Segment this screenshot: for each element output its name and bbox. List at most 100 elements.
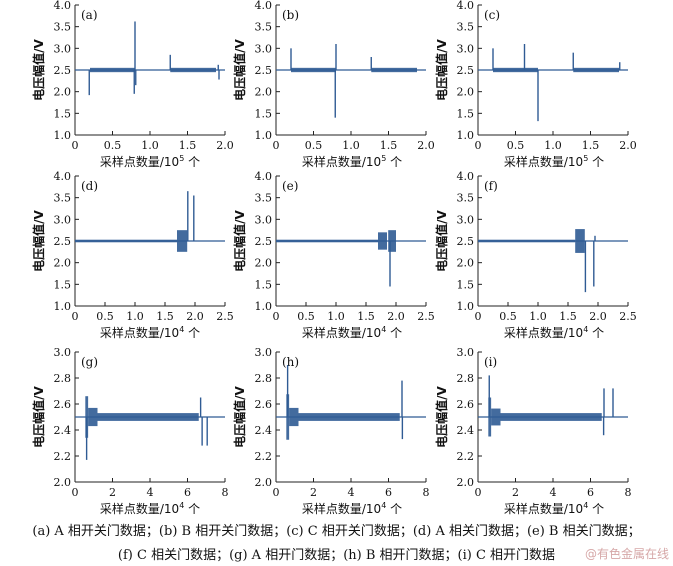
x-axis-title: 采样点数量/104 个 [504,325,604,340]
x-axis-title-base: 采样点数量/10 [100,501,179,515]
y-tick-label: 1.5 [457,278,475,291]
signal-oscillation-band [90,67,135,73]
x-axis-title-unit: 个 [588,326,604,340]
y-tick-label: 3.0 [457,42,475,55]
y-tick-label: 3.0 [457,213,475,226]
chart-panel-a: 1.0 1.5 2.0 2.5 3.0 3.5 4.0 0 0.5 1.0 1.5 2.0 电压幅值/V… [31,0,234,169]
y-tick-label: 2.2 [457,450,475,463]
x-tick-label: 0 [273,139,280,152]
y-axis-title: 电压幅值/V [31,38,46,100]
signal-oscillation-band [573,67,619,73]
figure-caption-line-2: (f) C 相关门数据；(g) A 相开门数据；(h) B 相开门数据；(i) … [117,548,556,563]
chart-panel-c: 1.0 1.5 2.0 2.5 3.0 3.5 4.0 0 0.5 1.0 1.5 2.0 电压幅值/V… [434,0,637,169]
x-tick-label: 0 [72,139,79,152]
x-tick-label: 0.5 [507,139,525,152]
y-tick-label: 1.5 [255,278,273,291]
x-axis-title-base: 采样点数量/10 [100,154,179,169]
x-tick-label: 2.0 [619,139,637,152]
figure-grid: 1.0 1.5 2.0 2.5 3.0 3.5 4.0 0 0.5 1.0 1.5 2.0 电压幅值/V… [31,0,637,515]
x-axis-title-unit: 个 [386,502,402,515]
x-tick-label: 2.0 [186,310,204,323]
x-tick-label: 0.5 [297,310,315,323]
signal-oscillation-band [291,67,336,73]
signal-oscillation-band [478,239,576,243]
y-tick-label: 3.0 [255,42,273,55]
y-tick-label: 2.4 [255,424,273,437]
x-tick-label: 0.5 [104,139,122,152]
y-axis-title: 电压幅值/V [434,385,449,447]
x-tick-label: 2 [310,486,317,499]
y-tick-label: 1.0 [457,300,475,313]
x-tick-label: 8 [625,486,632,499]
x-axis-title: 采样点数量/105 个 [504,154,604,169]
x-tick-label: 2.5 [216,310,234,323]
x-tick-label: 6 [385,486,392,499]
signal-oscillation-band [491,408,501,426]
y-tick-label: 3.0 [54,42,72,55]
x-tick-label: 0 [72,310,79,323]
y-tick-label: 3.0 [54,213,72,226]
x-axis-title-exponent: 4 [381,325,386,334]
x-tick-label: 0 [475,486,482,499]
y-tick-label: 4.0 [255,0,273,12]
x-axis-title-unit: 个 [588,502,604,515]
x-tick-label: 8 [423,486,430,499]
x-axis-title-base: 采样点数量/10 [504,154,583,169]
y-tick-label: 2.4 [54,424,72,437]
y-tick-label: 3.5 [54,21,72,34]
figure-caption-line-1: (a) A 相开关门数据；(b) B 相开关门数据；(c) C 相开关门数据；(… [32,524,641,539]
x-axis-title-exponent: 4 [179,501,184,510]
x-tick-label: 4 [147,486,154,499]
signal-oscillation-band [289,407,299,427]
x-tick-label: 0.5 [96,310,114,323]
x-axis-title-exponent: 4 [381,501,386,510]
x-axis-title-unit: 个 [386,326,402,340]
x-axis-title-unit: 个 [184,502,200,515]
y-tick-label: 2.0 [54,86,72,99]
x-tick-label: 1.0 [529,310,547,323]
y-tick-label: 1.0 [54,129,72,142]
x-tick-label: 1.0 [342,139,360,152]
x-axis-title: 采样点数量/105 个 [302,154,402,169]
y-tick-label: 3.5 [457,21,475,34]
x-tick-label: 1.0 [544,139,562,152]
y-axis-title: 电压幅值/V [434,38,449,100]
panel-label: (h) [282,355,299,369]
x-axis-title: 采样点数量/104 个 [100,325,200,340]
y-tick-label: 1.5 [54,107,72,120]
y-axis-title: 电压幅值/V [434,209,449,271]
y-tick-label: 2.8 [255,372,273,385]
y-tick-label: 2.5 [255,64,273,77]
x-tick-label: 0 [475,310,482,323]
watermark: @有色金属在线 [584,547,669,561]
y-tick-label: 2.2 [54,450,72,463]
y-tick-label: 2.4 [457,424,475,437]
y-tick-label: 1.0 [54,300,72,313]
x-tick-label: 4 [550,486,557,499]
x-tick-label: 2 [512,486,519,499]
y-tick-label: 3.5 [255,192,273,205]
y-tick-label: 2.0 [54,257,72,270]
y-tick-label: 2.6 [457,398,475,411]
chart-panel-b: 1.0 1.5 2.0 2.5 3.0 3.5 4.0 0 0.5 1.0 1.5 2.0 电压幅值/V… [232,0,435,169]
panel-label: (c) [484,8,500,22]
x-axis-title-exponent: 5 [583,154,588,163]
signal-oscillation-band [500,413,602,421]
y-axis-title: 电压幅值/V [31,209,46,271]
panel-label: (d) [81,179,98,193]
x-tick-label: 1.5 [179,139,197,152]
x-tick-label: 2.0 [417,139,435,152]
x-tick-label: 0 [475,139,482,152]
x-axis-title-unit: 个 [386,155,402,169]
x-axis-title-base: 采样点数量/10 [302,501,381,515]
y-axis-title: 电压幅值/V [232,38,247,100]
y-tick-label: 2.6 [255,398,273,411]
y-tick-label: 3.0 [255,213,273,226]
signal-oscillation-band [170,67,216,73]
signal-oscillation-band [88,407,98,427]
x-tick-label: 6 [184,486,191,499]
y-tick-label: 2.0 [255,86,273,99]
x-tick-label: 2.0 [589,310,607,323]
x-tick-label: 2.0 [216,139,234,152]
y-tick-label: 2.5 [457,235,475,248]
